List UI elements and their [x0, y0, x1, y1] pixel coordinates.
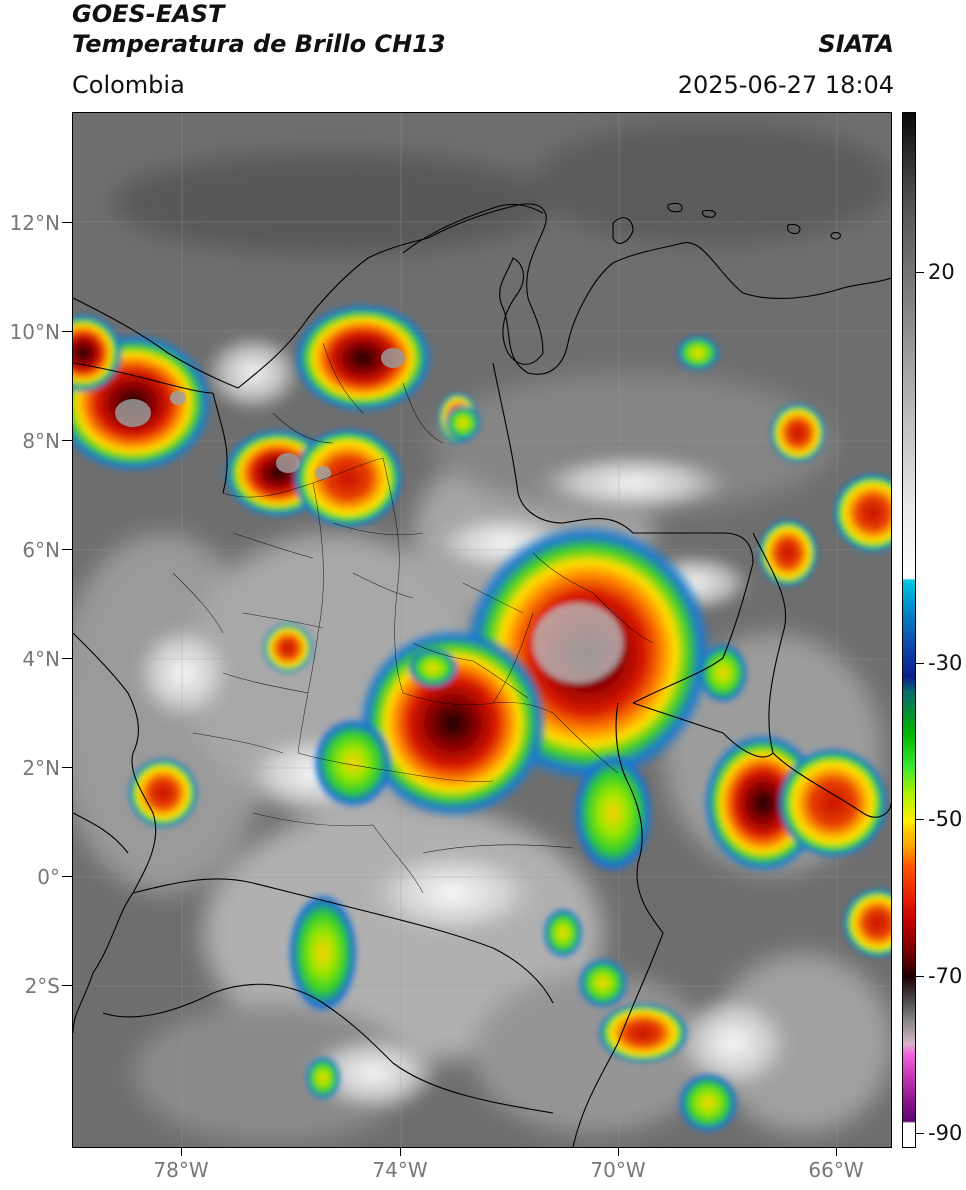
- lat-tick: [62, 876, 72, 877]
- lat-tick: [62, 331, 72, 332]
- lon-label: 78°W: [153, 1158, 209, 1182]
- lat-label: 2°S: [24, 974, 60, 998]
- lat-label: 0°: [37, 865, 60, 889]
- colorbar-tick: [916, 1133, 924, 1134]
- lat-label: 2°N: [22, 756, 60, 780]
- lat-label: 12°N: [9, 211, 60, 235]
- national-borders: [73, 362, 891, 1147]
- colorbar-label: 20: [928, 260, 955, 284]
- lat-label: 4°N: [22, 647, 60, 671]
- lat-label: 6°N: [22, 538, 60, 562]
- title-product: Temperatura de Brillo CH13: [72, 30, 446, 58]
- lat-label: 8°N: [22, 429, 60, 453]
- colorbar-tick: [916, 819, 924, 820]
- colorbar-label: -90: [928, 1121, 963, 1145]
- colorbar-label: -30: [928, 651, 963, 675]
- lon-tick: [400, 1148, 401, 1156]
- lat-tick: [62, 658, 72, 659]
- cold-cloud-tops: [115, 348, 405, 480]
- lon-tick: [181, 1148, 182, 1156]
- temperature-colorbar: [902, 112, 916, 1148]
- lon-tick: [618, 1148, 619, 1156]
- graticule: [73, 113, 891, 1147]
- colorbar-tick: [916, 272, 924, 273]
- lat-label: 10°N: [9, 320, 60, 344]
- lat-tick: [62, 549, 72, 550]
- timestamp: 2025-06-27 18:04: [677, 71, 894, 99]
- lat-tick: [62, 767, 72, 768]
- brand-label: SIATA: [818, 30, 894, 58]
- map-canvas: [73, 113, 891, 1147]
- satellite-map[interactable]: [72, 112, 892, 1148]
- convective-cells: [73, 303, 891, 1133]
- lat-tick: [62, 222, 72, 223]
- colorbar-tick: [916, 663, 924, 664]
- lon-label: 66°W: [808, 1158, 864, 1182]
- lon-label: 70°W: [590, 1158, 646, 1182]
- title-satellite: GOES-EAST: [72, 0, 225, 28]
- colorbar-label: -70: [928, 964, 963, 988]
- department-borders: [172, 342, 654, 894]
- coastlines: [73, 202, 891, 1034]
- lon-tick: [836, 1148, 837, 1156]
- region-label: Colombia: [72, 71, 185, 99]
- colorbar-label: -50: [928, 807, 963, 831]
- lat-tick: [62, 440, 72, 441]
- lon-label: 74°W: [372, 1158, 428, 1182]
- lat-tick: [62, 985, 72, 986]
- colorbar-tick: [916, 976, 924, 977]
